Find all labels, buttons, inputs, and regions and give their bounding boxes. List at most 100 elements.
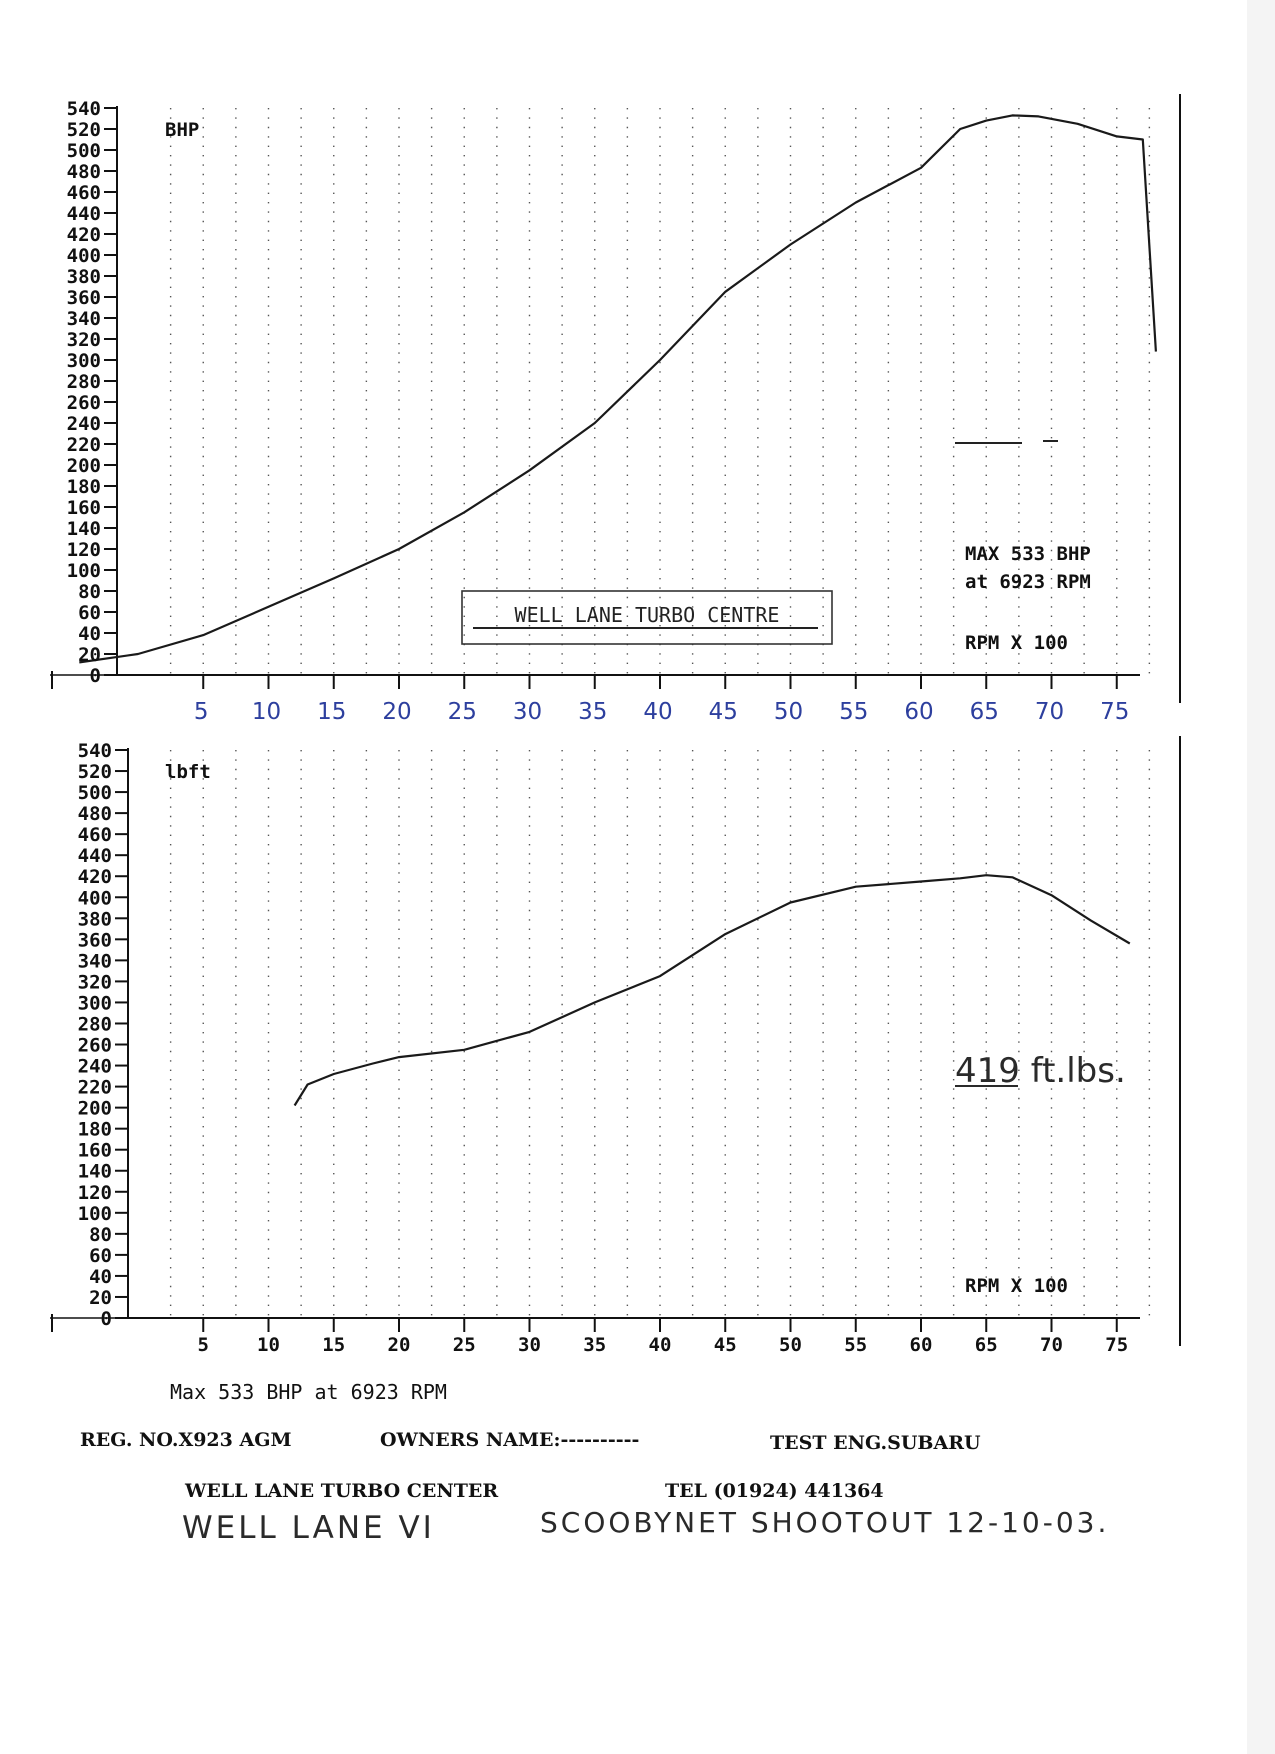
y-tick-label: 460: [67, 182, 101, 204]
y-tick-label: 500: [78, 782, 112, 804]
y-tick-label: 500: [67, 140, 101, 162]
y-tick-label: 0: [90, 665, 101, 687]
x-axis-label: RPM X 100: [965, 1275, 1068, 1297]
y-tick-label: 200: [67, 455, 101, 477]
y-tick-label: 180: [78, 1119, 112, 1141]
handwritten-torque: 419 ft.lbs.: [955, 1051, 1126, 1091]
x-tick-label: 70: [1040, 1334, 1063, 1356]
y-tick-label: 440: [78, 845, 112, 867]
y-tick-label: 120: [67, 539, 101, 561]
x-tick-label: 20: [388, 1334, 411, 1356]
y-tick-label: 260: [78, 1035, 112, 1057]
y-tick-label: 540: [67, 98, 101, 120]
y-tick-label: 540: [78, 740, 112, 762]
stamp-box: [461, 590, 833, 645]
x-tick-label: 55: [844, 1334, 867, 1356]
y-tick-label: 340: [78, 950, 112, 972]
series-line: [293, 874, 1131, 1107]
y-tick-label: 380: [67, 266, 101, 288]
y-axis-label: lbft: [165, 761, 211, 783]
footer-max-line: Max 533 BHP at 6923 RPM: [170, 1380, 447, 1404]
y-tick-label: 520: [78, 761, 112, 783]
handwritten-car-name: WELL LANE VI: [182, 1510, 435, 1546]
x-tick-label: 55: [839, 699, 868, 725]
y-tick-label: 480: [67, 161, 101, 183]
scan-edge: [1247, 0, 1275, 1754]
test-engine: TEST ENG.SUBARU: [770, 1432, 981, 1454]
y-tick-label: 80: [89, 1224, 112, 1246]
x-tick-label: 35: [578, 699, 607, 725]
y-tick-label: 140: [67, 518, 101, 540]
x-tick-label: 10: [257, 1334, 280, 1356]
reg-number: REG. NO.X923 AGM: [80, 1429, 292, 1451]
x-tick-label: 30: [518, 1334, 541, 1356]
y-tick-label: 420: [78, 866, 112, 888]
y-tick-label: 400: [78, 887, 112, 909]
y-tick-label: 0: [101, 1308, 112, 1330]
x-tick-label: 45: [714, 1334, 737, 1356]
x-tick-label: 15: [317, 699, 346, 725]
x-tick-label: 60: [904, 699, 933, 725]
y-tick-label: 320: [78, 971, 112, 993]
y-tick-label: 460: [78, 824, 112, 846]
y-tick-label: 480: [78, 803, 112, 825]
y-tick-label: 360: [67, 287, 101, 309]
company-name: WELL LANE TURBO CENTER: [185, 1480, 499, 1502]
y-tick-label: 100: [67, 560, 101, 582]
y-tick-label: 140: [78, 1161, 112, 1183]
x-tick-label: 45: [709, 699, 738, 725]
stamp-text: WELL LANE TURBO CENTRE: [515, 603, 780, 627]
y-tick-label: 160: [67, 497, 101, 519]
x-tick-label: 65: [975, 1334, 998, 1356]
y-tick-label: 120: [78, 1182, 112, 1204]
y-tick-label: 420: [67, 224, 101, 246]
max-power-label: MAX 533 BHP: [965, 543, 1091, 565]
y-tick-label: 160: [78, 1140, 112, 1162]
x-tick-label: 60: [910, 1334, 933, 1356]
y-tick-label: 380: [78, 908, 112, 930]
x-tick-label: 5: [194, 699, 209, 725]
x-tick-label: 15: [322, 1334, 345, 1356]
x-tick-label: 25: [453, 1334, 476, 1356]
x-tick-label: 65: [970, 699, 999, 725]
x-tick-label: 40: [649, 1334, 672, 1356]
y-tick-label: 300: [78, 992, 112, 1014]
x-tick-label: 75: [1105, 1334, 1128, 1356]
y-tick-label: 360: [78, 929, 112, 951]
y-tick-label: 220: [78, 1077, 112, 1099]
x-tick-label: 25: [448, 699, 477, 725]
y-tick-label: 20: [78, 644, 101, 666]
y-tick-label: 100: [78, 1203, 112, 1225]
y-tick-label: 260: [67, 392, 101, 414]
x-axis-label: RPM X 100: [965, 632, 1068, 654]
x-tick-label: 30: [513, 699, 542, 725]
y-tick-label: 240: [67, 413, 101, 435]
y-tick-label: 40: [78, 623, 101, 645]
y-tick-label: 180: [67, 476, 101, 498]
handwritten-event: SCOOBYNET SHOOTOUT 12-10-03.: [540, 1506, 1110, 1539]
y-tick-label: 80: [78, 581, 101, 603]
y-tick-label: 240: [78, 1056, 112, 1078]
x-tick-label: 75: [1100, 699, 1129, 725]
y-tick-label: 60: [78, 602, 101, 624]
x-tick-label: 50: [774, 699, 803, 725]
owners-name: OWNERS NAME:----------: [380, 1429, 640, 1451]
x-tick-label: 40: [643, 699, 672, 725]
x-tick-label: 20: [382, 699, 411, 725]
y-tick-label: 440: [67, 203, 101, 225]
y-tick-label: 300: [67, 350, 101, 372]
y-axis-label: BHP: [165, 119, 199, 141]
series-line: [79, 114, 1157, 664]
y-tick-label: 340: [67, 308, 101, 330]
y-tick-label: 40: [89, 1266, 112, 1288]
x-tick-label: 10: [252, 699, 281, 725]
telephone: TEL (01924) 441364: [665, 1480, 884, 1502]
y-tick-label: 320: [67, 329, 101, 351]
y-tick-label: 280: [78, 1013, 112, 1035]
y-tick-label: 220: [67, 434, 101, 456]
y-tick-label: 200: [78, 1098, 112, 1120]
y-tick-label: 60: [89, 1245, 112, 1267]
max-rpm-label: at 6923 RPM: [965, 571, 1091, 593]
x-tick-label: 70: [1035, 699, 1064, 725]
